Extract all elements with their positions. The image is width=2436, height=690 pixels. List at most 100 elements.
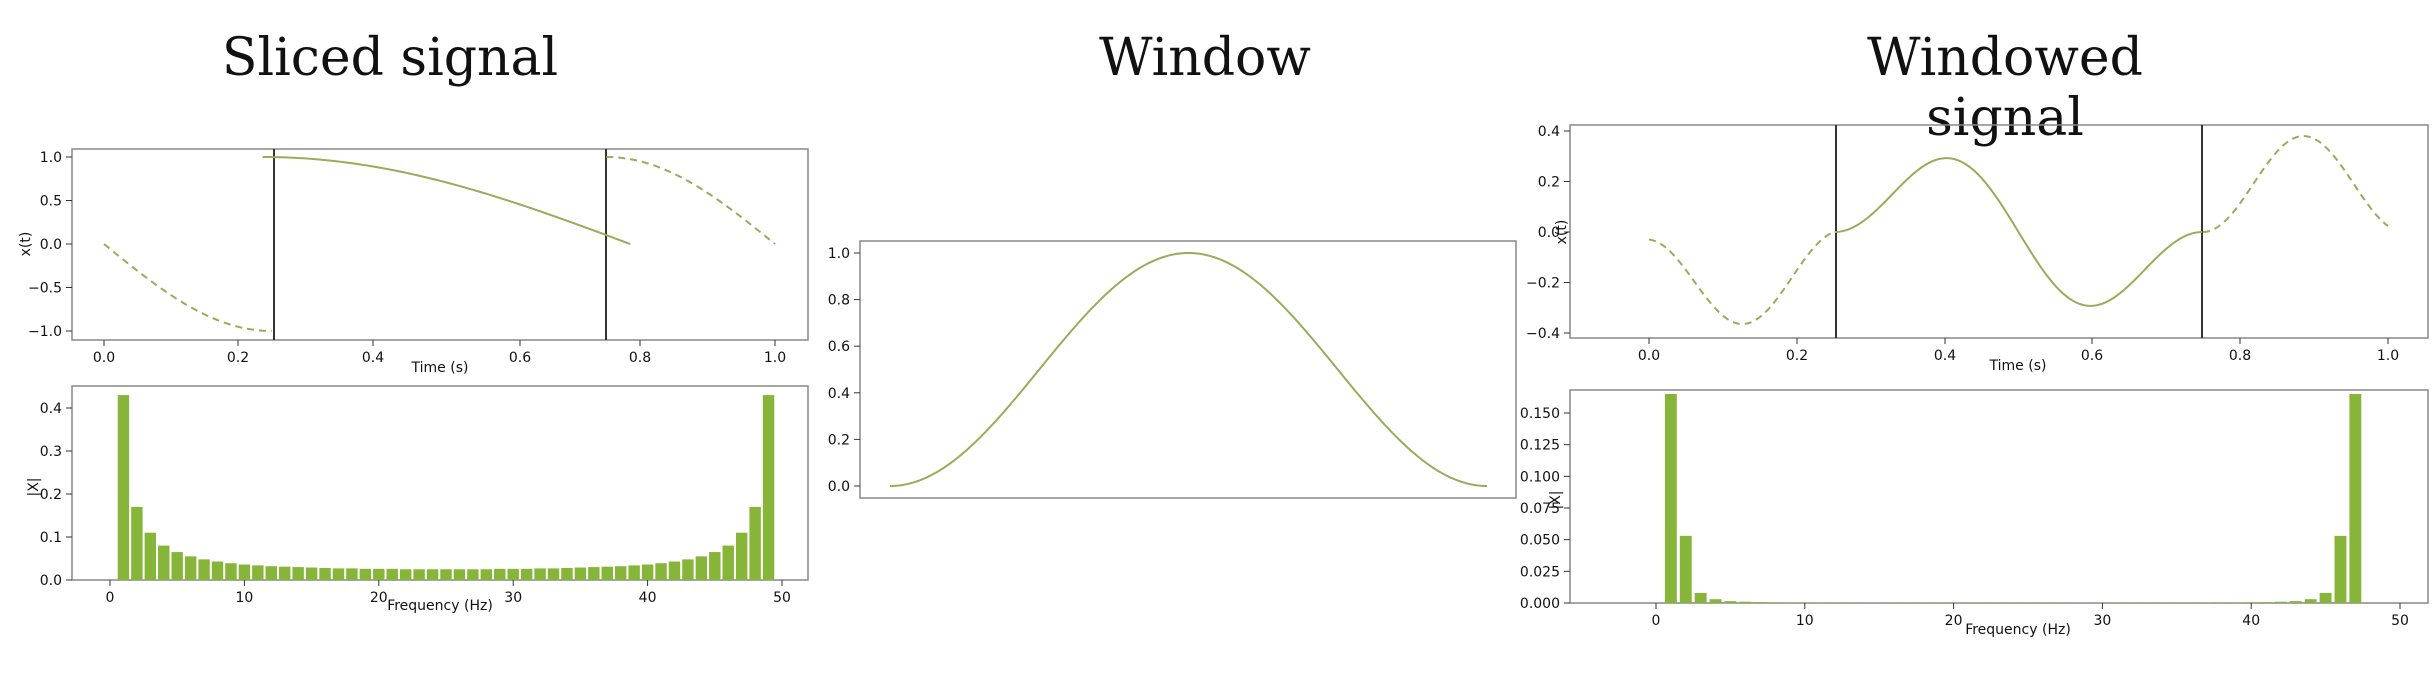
sliced-spectrum-ytick-4: 0.0 [40, 573, 62, 589]
windowed-spectrum-ytick-2: 0.100 [1520, 469, 1560, 485]
windowed-spectrum-bar-3 [1694, 592, 1707, 603]
windowed-time-xtick-0-0: 0.0 [1638, 348, 1660, 364]
sliced-spectrum-bar-49 [762, 395, 775, 580]
sliced-spectrum-bar-8 [211, 561, 224, 580]
sliced-time-xtick-2-1: 1.0 [764, 350, 786, 366]
windowed-spectrum-ytick-0: 0.150 [1520, 406, 1560, 422]
window-ytick-3: 0.4 [828, 386, 850, 402]
windowed-spectrum-ytick-1: 0.125 [1520, 438, 1560, 454]
sliced-time-xtick-0-1: 0.2 [227, 350, 249, 366]
sliced-spectrum-xlabel: Frequency (Hz) [387, 598, 493, 614]
sliced-spectrum-bar-21 [386, 568, 398, 580]
windowed-spectrum-bar-44 [2304, 599, 2317, 603]
sliced-spectrum-bar-20 [373, 568, 385, 580]
sliced-time-left-line [103, 243, 272, 332]
windowed-spectrum-xtick-4: 40 [2242, 613, 2260, 629]
sliced-spectrum-bar-15 [305, 567, 318, 580]
sliced-spectrum-bar-45 [709, 552, 721, 580]
windowed-spectrum-bar-6 [1739, 601, 1752, 603]
sliced-spectrum-bar-39 [628, 565, 640, 580]
sliced-spectrum-bar-36 [588, 567, 600, 580]
sliced-spectrum-bar-43 [682, 559, 694, 580]
sliced-spectrum-xtick-1: 10 [235, 590, 253, 606]
sliced-spectrum-bar-48 [749, 506, 761, 580]
sliced-spectrum-bar-12 [265, 566, 277, 580]
sliced-time-xtick-1-1: 0.6 [509, 350, 531, 366]
windowed-time-xtick-1-0: 0.4 [1934, 348, 1956, 364]
windowed-spectrum-bar-2 [1679, 535, 1692, 603]
sliced-spectrum-bar-10 [238, 564, 251, 580]
window-ytick-1: 0.8 [828, 293, 850, 309]
sliced-spectrum-bar-47 [735, 532, 748, 580]
windowed-time-frame [1569, 124, 2429, 339]
sliced-spectrum-bar-42 [668, 561, 681, 580]
sliced-spectrum-bar-35 [574, 567, 587, 580]
windowed-time-right-line [2202, 135, 2389, 233]
sliced-spectrum-bar-44 [695, 556, 708, 580]
sliced-spectrum-bar-38 [615, 566, 627, 580]
windowed-spectrum-bar-5 [1724, 601, 1737, 603]
sliced-spectrum-bar-34 [561, 567, 573, 580]
title-window: Window [1099, 28, 1311, 88]
sliced-time-right-line [606, 156, 776, 245]
sliced-spectrum-bar-32 [534, 568, 546, 580]
windowed-spectrum-frame [1569, 389, 2429, 604]
windowed-spectrum-xtick-0: 0 [1652, 613, 1661, 629]
windowed-time-ytick-0: 0.4 [1538, 124, 1560, 140]
sliced-spectrum-ytick-1: 0.3 [40, 444, 62, 460]
sliced-spectrum-ytick-2: 0.2 [40, 487, 62, 503]
windowed-time-xtick-0-1: 0.2 [1786, 348, 1808, 364]
window-frame [859, 240, 1517, 499]
window-hann-line [889, 251, 1488, 487]
sliced-spectrum-bar-7 [198, 559, 210, 580]
windowed-time-ytick-4: −0.4 [1526, 326, 1560, 342]
sliced-spectrum-bar-24 [426, 569, 439, 580]
sliced-spectrum-frame [71, 385, 809, 581]
windowed-spectrum-bar-42 [2275, 601, 2287, 603]
windowed-spectrum-xtick-2: 20 [1945, 613, 1963, 629]
windowed-spectrum-ytick-4: 0.050 [1520, 533, 1560, 549]
sliced-spectrum-bar-5 [171, 552, 183, 580]
sliced-spectrum-bar-19 [359, 568, 372, 580]
sliced-spectrum-bar-27 [467, 569, 479, 580]
windowed-time-xtick-1-1: 0.6 [2081, 348, 2103, 364]
sliced-time-xlabel: Time (s) [411, 360, 469, 376]
sliced-time-ytick-0: 1.0 [40, 150, 62, 166]
sliced-time-ytick-3: −0.5 [28, 281, 62, 297]
sliced-time-xtick-2-0: 0.8 [629, 350, 651, 366]
sliced-spectrum-xtick-2: 20 [370, 590, 388, 606]
sliced-spectrum-bar-4 [158, 545, 170, 580]
sliced-spectrum-bar-18 [346, 568, 358, 580]
sliced-spectrum-bar-22 [399, 569, 412, 580]
windowed-time-xlabel: Time (s) [1989, 358, 2047, 374]
windowed-spectrum-xtick-3: 30 [2093, 613, 2111, 629]
sliced-spectrum-bar-1 [117, 395, 130, 580]
sliced-spectrum-bar-3 [144, 532, 157, 580]
windowed-spectrum-ylabel: |X| [1548, 490, 1564, 509]
windowed-time-middle-line [1834, 157, 2203, 307]
sliced-spectrum-bar-26 [453, 569, 466, 580]
windowed-spectrum-bar-40 [2245, 602, 2258, 603]
windowed-spectrum-bar-39 [2230, 602, 2243, 603]
windowed-spectrum-bar-9 [1783, 602, 1796, 603]
windowed-time-ytick-2: 0.0 [1538, 225, 1560, 241]
sliced-spectrum-ytick-3: 0.1 [40, 530, 62, 546]
sliced-spectrum-bar-14 [292, 567, 304, 580]
sliced-spectrum-ytick-0: 0.4 [40, 401, 62, 417]
sliced-spectrum-bar-41 [655, 563, 667, 580]
sliced-time-xtick-0-0: 0.0 [93, 350, 115, 366]
sliced-spectrum-bar-6 [184, 556, 197, 580]
windowed-spectrum-xtick-5: 50 [2391, 613, 2409, 629]
sliced-spectrum-xtick-4: 40 [639, 590, 657, 606]
title-windowed-signal: Windowed signal [1867, 28, 2143, 148]
windowed-time-ytick-1: 0.2 [1538, 175, 1560, 191]
sliced-time-ytick-2: 0.0 [40, 237, 62, 253]
sliced-spectrum-bar-17 [332, 568, 345, 580]
sliced-spectrum-bar-11 [252, 565, 264, 580]
sliced-spectrum-bar-46 [722, 545, 734, 580]
window-ytick-2: 0.6 [828, 339, 850, 355]
window-ytick-0: 1.0 [828, 246, 850, 262]
window-ytick-5: 0.0 [828, 479, 850, 495]
windowed-spectrum-bar-43 [2289, 601, 2302, 603]
